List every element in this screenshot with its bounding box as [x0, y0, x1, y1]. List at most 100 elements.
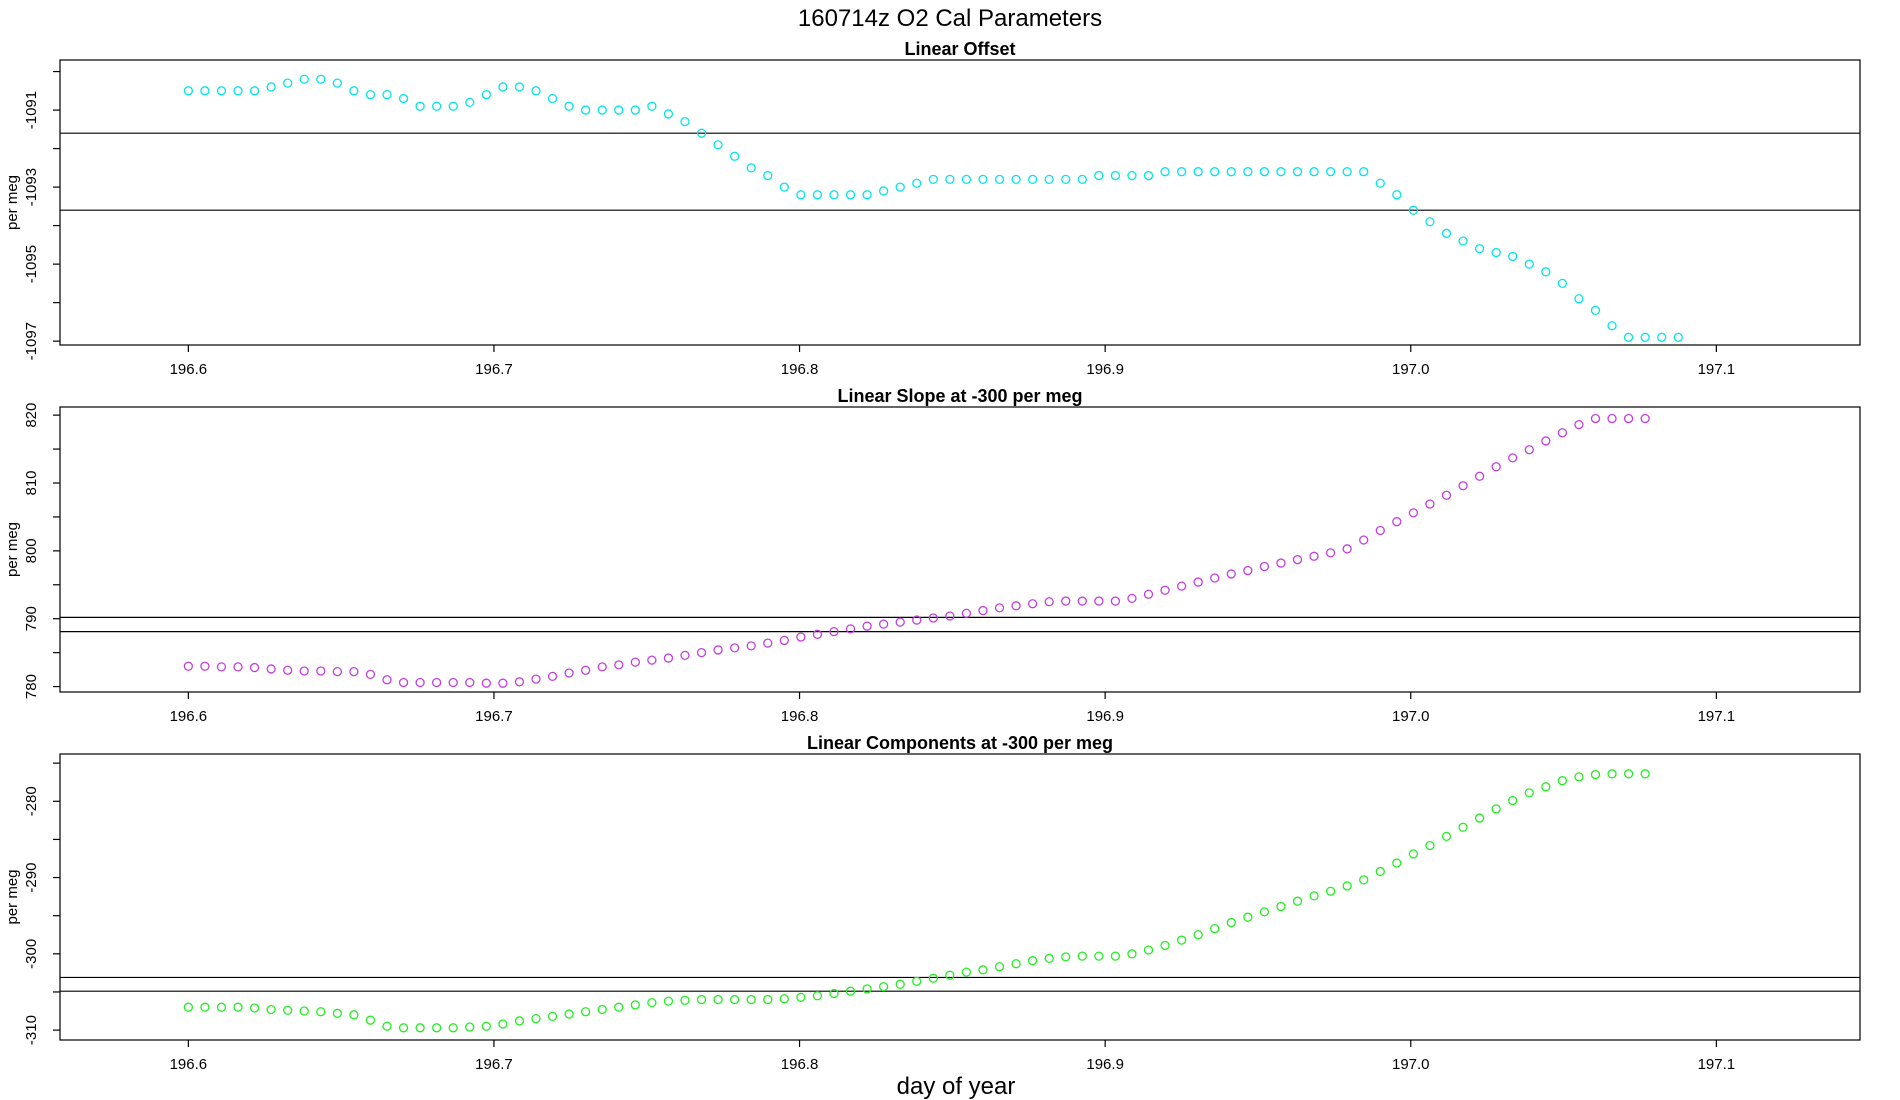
linear-slope-data-point: [349, 666, 359, 677]
linear-offset-data-point: [349, 86, 359, 96]
linear-components-data-point: [862, 984, 872, 994]
linear-slope-data-point: [1027, 599, 1038, 609]
linear-offset-data-point: [812, 190, 823, 200]
linear-components-data-point: [547, 1011, 558, 1022]
linear-offset-data-point: [1574, 294, 1584, 304]
linear-slope-data-point: [1607, 413, 1617, 424]
linear-slope-data-point: [1061, 596, 1071, 606]
linear-slope-data-point: [1342, 544, 1352, 554]
linear-components-data-point: [1094, 951, 1104, 961]
linear-slope-data-point: [382, 675, 392, 685]
linear-slope-data-point: [1309, 551, 1319, 561]
linear-offset-data-point: [1557, 278, 1568, 289]
linear-slope-y-tick-label: 790: [23, 606, 40, 631]
linear-components-data-point: [1309, 891, 1319, 901]
linear-components-data-point: [978, 965, 988, 975]
linear-offset-data-point: [1325, 167, 1336, 177]
linear-slope-data-point: [1474, 471, 1485, 481]
linear-slope-data-point: [779, 635, 789, 646]
linear-offset-data-point: [581, 105, 591, 115]
linear-slope-data-point: [1623, 413, 1634, 424]
linear-components-data-point: [216, 1002, 227, 1012]
linear-offset-data-point: [266, 82, 276, 92]
linear-offset-data-point: [1193, 167, 1203, 177]
linear-offset-data-point: [1094, 170, 1104, 181]
linear-components-data-point: [1110, 951, 1121, 961]
linear-slope-data-point: [696, 647, 707, 658]
linear-offset-data-point: [332, 78, 342, 88]
linear-slope-data-point: [200, 661, 210, 671]
linear-slope-data-point: [1574, 419, 1584, 430]
linear-components-data-point: [1193, 930, 1203, 940]
linear-slope-data-point: [713, 645, 723, 655]
linear-slope-data-point: [514, 677, 525, 687]
linear-slope-data-point: [812, 629, 823, 639]
linear-components-data-point: [647, 997, 657, 1008]
linear-offset-data-point: [1359, 167, 1369, 177]
linear-offset-data-point: [1044, 174, 1054, 185]
linear-slope-data-point: [316, 666, 326, 676]
linear-slope-data-point: [432, 677, 442, 688]
linear-offset-data-point: [779, 182, 789, 192]
linear-slope-data-point: [398, 677, 409, 688]
linear-components-data-point: [1127, 949, 1137, 959]
linear-components-data-point: [249, 1003, 260, 1013]
panel-linear-offset: Linear Offset 196.6 196.7 196.8 196.9 197.0 19…: [4, 39, 1861, 378]
linear-components-data-point: [581, 1007, 591, 1017]
linear-slope-x-tick-label: 197.1: [1698, 708, 1736, 725]
linear-offset-data-point: [216, 86, 227, 96]
linear-components-data-point: [812, 991, 823, 1001]
linear-offset-x-tick-label: 196.9: [1086, 361, 1124, 378]
linear-slope-data-point: [1127, 593, 1137, 604]
linear-offset-data-point: [547, 93, 558, 104]
linear-slope-data-point: [365, 669, 376, 680]
linear-slope-data-point: [1210, 573, 1220, 583]
linear-components-data-point: [845, 986, 856, 996]
linear-offset-x-tick-label: 197.1: [1698, 361, 1736, 378]
linear-slope-x-tick-label: 196.9: [1086, 708, 1124, 725]
linear-components-data-point: [1623, 769, 1634, 779]
linear-components-x-tick-label: 196.7: [475, 1056, 513, 1073]
linear-slope-data-point: [912, 615, 922, 625]
linear-components-data-point: [531, 1013, 541, 1024]
linear-components-data-point: [1474, 813, 1485, 823]
linear-components-x-tick-label: 196.6: [170, 1056, 208, 1073]
linear-components-data-point: [448, 1023, 458, 1033]
linear-components-data-point: [1458, 822, 1468, 832]
linear-slope-data-point: [581, 665, 591, 675]
linear-slope-data-point: [1441, 490, 1452, 500]
linear-components-data-point: [1590, 769, 1601, 780]
linear-slope-data-point: [878, 619, 889, 629]
linear-slope-data-point: [1325, 548, 1336, 558]
linear-components-data-point: [1077, 951, 1087, 961]
linear-components-data-point: [432, 1023, 442, 1033]
linear-offset-data-point: [1590, 305, 1601, 315]
linear-components-data-point: [1027, 956, 1038, 966]
linear-offset-data-point: [1342, 167, 1352, 177]
linear-components-data-point: [1441, 831, 1452, 842]
linear-components-data-point: [878, 981, 889, 992]
linear-offset-data-point: [1392, 190, 1402, 200]
linear-offset-data-point: [928, 174, 938, 185]
linear-offset-x-tick-label: 196.6: [170, 361, 208, 378]
linear-offset-data-point: [696, 128, 707, 138]
linear-offset-data-point: [1657, 332, 1667, 342]
linear-offset-data-point: [448, 101, 458, 111]
linear-offset-title: Linear Offset: [904, 39, 1015, 59]
linear-offset-data-point: [1441, 228, 1452, 238]
linear-components-data-point: [1574, 772, 1584, 782]
linear-slope-x-tick-label: 197.0: [1392, 708, 1430, 725]
linear-offset-data-point: [1027, 174, 1038, 185]
linear-offset-data-point: [945, 174, 955, 185]
linear-slope-data-point: [945, 611, 955, 621]
linear-components-data-point: [614, 1002, 624, 1012]
linear-components-data-point: [1176, 935, 1187, 945]
linear-slope-data-point: [1143, 589, 1154, 599]
linear-offset-x-tick-label: 196.7: [475, 361, 513, 378]
linear-components-data-point: [1541, 782, 1551, 792]
linear-slope-data-point: [531, 674, 541, 684]
linear-offset-data-point: [1226, 167, 1236, 177]
linear-offset-data-point: [531, 86, 541, 96]
linear-offset-data-point: [829, 190, 839, 200]
linear-offset-data-point: [1425, 217, 1435, 227]
